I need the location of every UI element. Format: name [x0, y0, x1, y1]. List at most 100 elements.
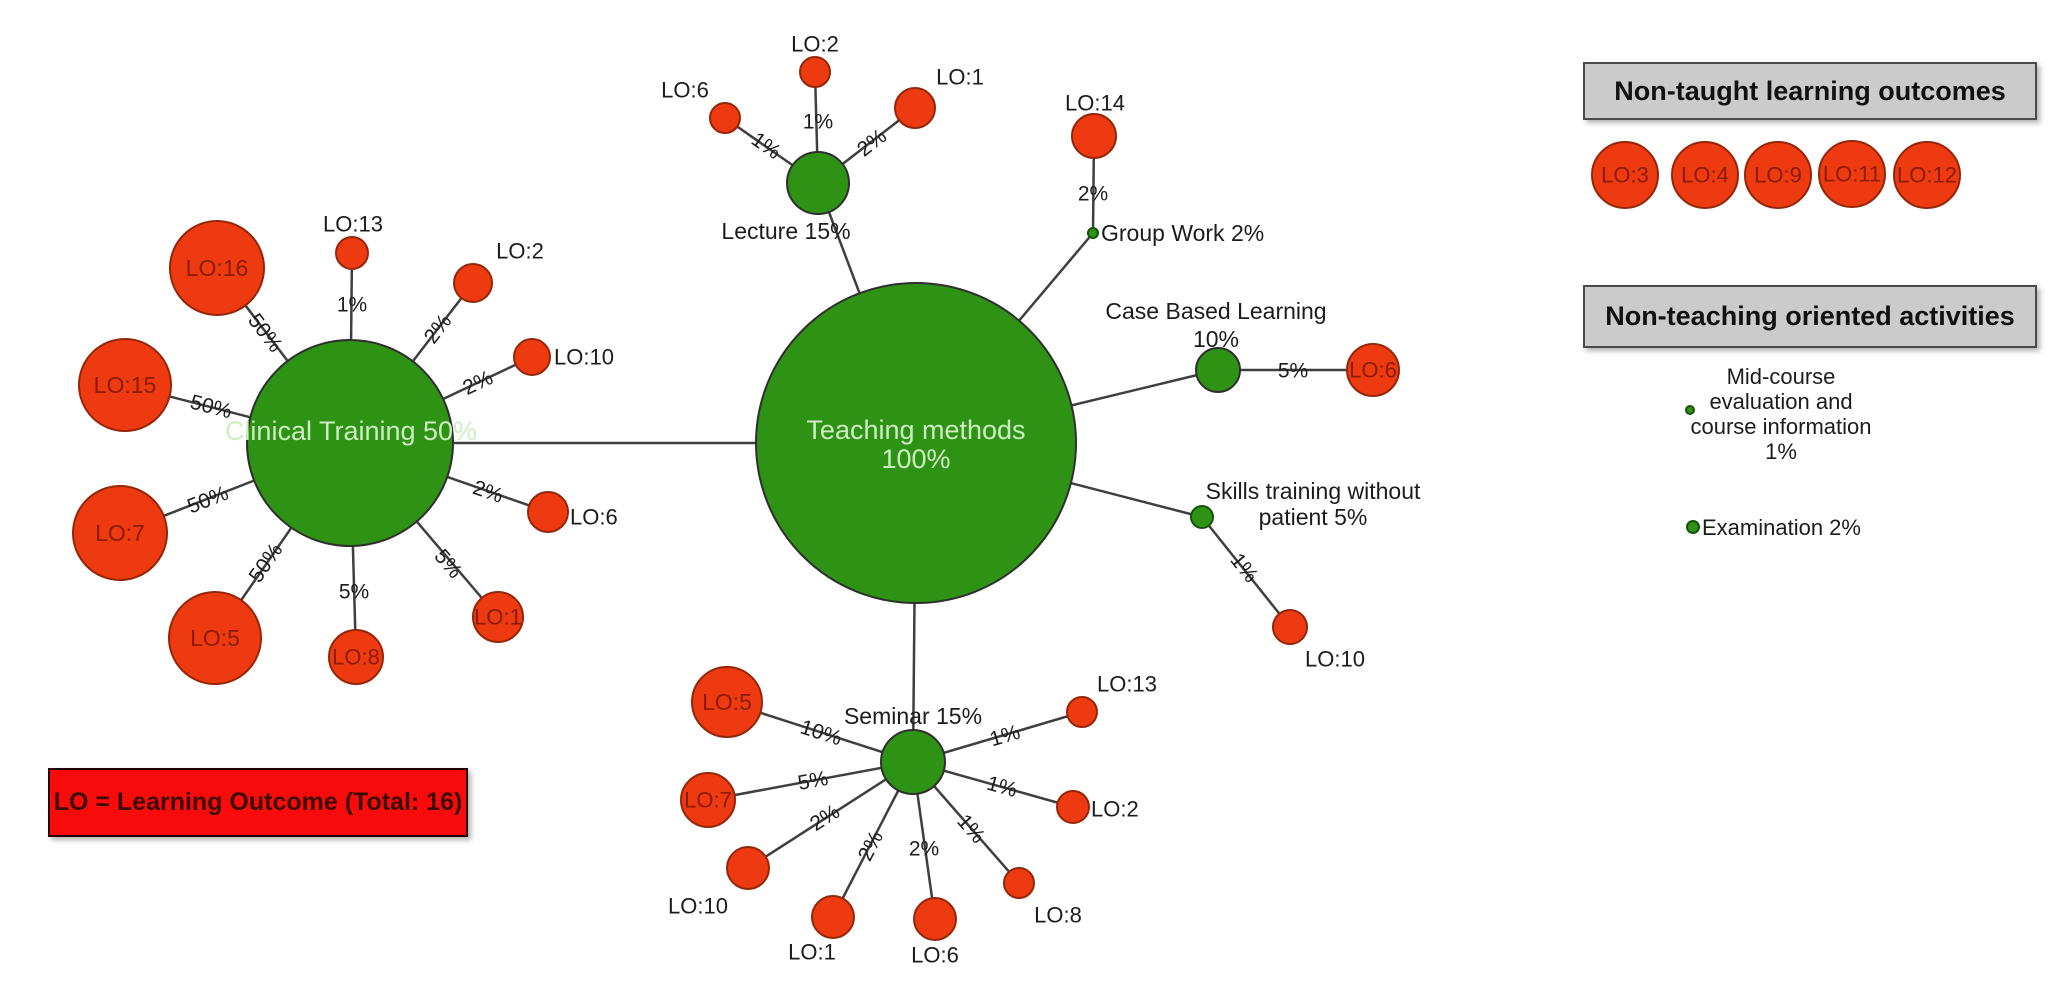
node-label-cl-lo8: LO:8: [332, 645, 380, 670]
edge-label-groupwork-gw-lo14: 2%: [1078, 183, 1108, 206]
node-cl-lo6: [527, 491, 569, 533]
node-cl-lo10: [513, 338, 551, 376]
edge-label-clinical-cl-lo8: 5%: [339, 581, 369, 604]
node-label-cl-lo5: LO:5: [190, 625, 240, 651]
legend-non-teaching-title: Non-teaching oriented activities: [1605, 301, 2015, 331]
node-lg-lo11: [1818, 140, 1886, 208]
node-skills: [1190, 505, 1214, 529]
node-cl-lo5: [168, 591, 262, 685]
node-label-sem-lo13: LO:13: [1097, 672, 1157, 697]
nodes-layer: [72, 56, 1961, 941]
node-label-lec-lo2: LO:2: [791, 32, 839, 57]
node-lg-dot-midcourse: [1685, 405, 1695, 415]
node-label-lg-lo4: LO:4: [1681, 163, 1729, 188]
node-label-cl-lo16: LO:16: [186, 255, 249, 281]
node-cl-lo7: [72, 485, 168, 581]
midcourse-label: Mid-course evaluation and course informati…: [1691, 364, 1872, 464]
edge-label-seminar-sem-lo1: 2%: [854, 827, 888, 865]
node-label-sem-lo2: LO:2: [1091, 797, 1139, 822]
node-label-teaching: Teaching methods 100%: [806, 415, 1025, 474]
node-label-lec-lo6: LO:6: [661, 78, 709, 103]
node-label-lg-lo3: LO:3: [1601, 163, 1649, 188]
node-sem-lo13: [1066, 696, 1098, 728]
node-label-skills: Skills training without patient 5%: [1206, 478, 1421, 530]
edge-label-clinical-cl-lo2: 2%: [420, 310, 457, 348]
node-cbl-lo6: [1346, 343, 1400, 397]
node-lecture: [786, 151, 850, 215]
lo-note-box: LO = Learning Outcome (Total: 16): [48, 768, 468, 837]
node-label-cl-lo13: LO:13: [323, 212, 383, 237]
node-sem-lo6: [913, 897, 957, 941]
edge-label-clinical-cl-lo7: 50%: [184, 482, 232, 519]
legend-non-taught-title: Non-taught learning outcomes: [1614, 75, 2006, 106]
node-label-lg-lo11: LO:11: [1823, 162, 1881, 187]
edge-label-cbl-cbl-lo6: 5%: [1278, 360, 1308, 383]
labels-layer: 1%1%2%2%5%1%50%1%2%2%2%5%5%50%50%50%10%5…: [94, 32, 1957, 968]
edge-label-seminar-sem-lo7: 5%: [796, 767, 830, 795]
node-label-sk-lo10: LO:10: [1305, 647, 1365, 672]
node-gw-lo14: [1071, 113, 1117, 159]
node-label-cl-lo2: LO:2: [496, 239, 544, 264]
link-skills-sk-lo10: [1201, 516, 1291, 628]
node-cl-lo1: [472, 591, 524, 643]
node-lec-lo2: [799, 56, 831, 88]
node-lg-lo4: [1671, 141, 1739, 209]
node-label-lec-lo1: LO:1: [936, 65, 984, 90]
node-label-cl-lo7: LO:7: [95, 520, 145, 546]
node-label-cl-lo6: LO:6: [570, 505, 618, 530]
lo-note-text: LO = Learning Outcome (Total: 16): [53, 788, 463, 816]
examination-label: Examination 2%: [1702, 515, 1861, 540]
node-label-lg-lo9: LO:9: [1754, 163, 1802, 188]
node-label-sem-lo1: LO:1: [788, 940, 836, 965]
node-lg-lo3: [1591, 141, 1659, 209]
node-label-sem-lo10: LO:10: [668, 894, 728, 919]
node-label-cbl: Case Based Learning 10%: [1105, 298, 1326, 352]
edge-label-seminar-sem-lo6: 2%: [909, 838, 939, 861]
node-lec-lo1: [894, 87, 936, 129]
edge-label-seminar-sem-lo5: 10%: [797, 716, 844, 751]
node-lg-lo12: [1893, 141, 1961, 209]
node-sem-lo7: [680, 772, 736, 828]
edge-label-clinical-cl-lo1: 5%: [429, 545, 466, 583]
edge-label-lecture-lec-lo2: 1%: [803, 111, 833, 134]
node-groupwork: [1087, 227, 1099, 239]
node-label-sem-lo8: LO:8: [1034, 903, 1082, 928]
node-label-groupwork: Group Work 2%: [1101, 220, 1264, 246]
node-sem-lo10: [726, 846, 770, 890]
node-label-cl-lo10: LO:10: [554, 345, 614, 370]
legend-non-teaching-header: Non-teaching oriented activities: [1583, 285, 2037, 348]
node-sk-lo10: [1272, 609, 1308, 645]
node-label-gw-lo14: LO:14: [1065, 91, 1125, 116]
edge-label-lecture-lec-lo6: 1%: [747, 128, 785, 164]
node-lg-dot-exam: [1686, 520, 1700, 534]
edge-label-seminar-sem-lo13: 1%: [987, 721, 1023, 752]
legend-non-taught-header: Non-taught learning outcomes: [1583, 62, 2037, 120]
node-clinical: [246, 339, 454, 547]
node-label-seminar: Seminar 15%: [844, 703, 982, 729]
node-label-cl-lo15: LO:15: [94, 372, 157, 398]
node-label-cbl-lo6: LO:6: [1349, 358, 1397, 383]
node-label-lg-lo12: LO:12: [1897, 163, 1957, 188]
node-label-sem-lo7: LO:7: [684, 788, 732, 813]
node-sem-lo2: [1056, 790, 1090, 824]
edge-label-clinical-cl-lo13: 1%: [337, 294, 367, 317]
node-cl-lo16: [169, 220, 265, 316]
node-lg-lo9: [1744, 141, 1812, 209]
node-cl-lo15: [78, 338, 172, 432]
node-cl-lo13: [335, 236, 369, 270]
node-cl-lo2: [453, 263, 493, 303]
node-cl-lo8: [328, 629, 384, 685]
node-seminar: [880, 729, 946, 795]
node-label-sem-lo6: LO:6: [911, 943, 959, 968]
node-cbl: [1195, 347, 1241, 393]
node-label-cl-lo1: LO:1: [474, 605, 522, 630]
node-teaching: [755, 282, 1077, 604]
edge-label-clinical-cl-lo6: 2%: [470, 476, 506, 508]
edge-label-seminar-sem-lo10: 2%: [806, 800, 844, 836]
edge-label-clinical-cl-lo10: 2%: [459, 366, 496, 400]
node-label-sem-lo5: LO:5: [702, 689, 752, 715]
edge-label-seminar-sem-lo2: 1%: [984, 772, 1019, 802]
node-lec-lo6: [709, 102, 741, 134]
